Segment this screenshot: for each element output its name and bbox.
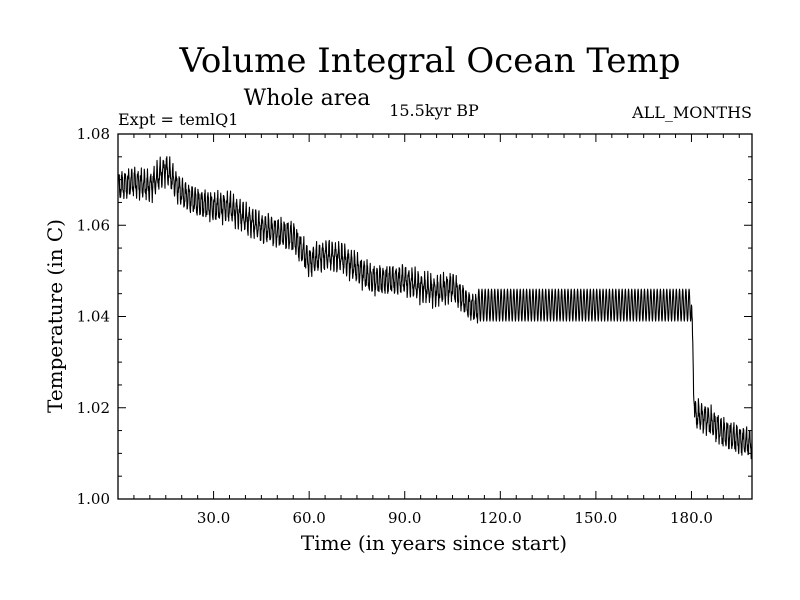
y-tick-label: 1.08 bbox=[77, 125, 110, 143]
x-tick-label: 120.0 bbox=[479, 509, 522, 527]
series-line bbox=[117, 156, 753, 460]
axis-ticks: 30.0 60.0 90.0 120.0 150.0 180.0 1.00 1.02 1.04 1… bbox=[77, 125, 752, 527]
x-axis-label: Time (in years since start) bbox=[301, 531, 567, 555]
period-label: 15.5kyr BP bbox=[389, 101, 479, 120]
x-tick-label: 90.0 bbox=[388, 509, 421, 527]
y-tick-label: 1.06 bbox=[77, 216, 110, 234]
x-tick-label: 30.0 bbox=[197, 509, 230, 527]
y-tick-label: 1.02 bbox=[77, 399, 110, 417]
chart-title: Volume Integral Ocean Temp bbox=[178, 41, 680, 81]
y-tick-label: 1.04 bbox=[77, 308, 110, 326]
x-tick-label: 150.0 bbox=[574, 509, 617, 527]
chart-subtitle: Whole area bbox=[244, 86, 371, 111]
x-tick-label: 60.0 bbox=[292, 509, 325, 527]
y-axis-label: Temperature (in C) bbox=[43, 219, 67, 413]
plot-frame bbox=[117, 133, 753, 500]
x-tick-label: 180.0 bbox=[670, 509, 713, 527]
months-label: ALL_MONTHS bbox=[631, 103, 752, 122]
y-tick-label: 1.00 bbox=[77, 490, 110, 508]
plot-area bbox=[117, 156, 753, 460]
experiment-label: Expt = temlQ1 bbox=[118, 110, 238, 129]
